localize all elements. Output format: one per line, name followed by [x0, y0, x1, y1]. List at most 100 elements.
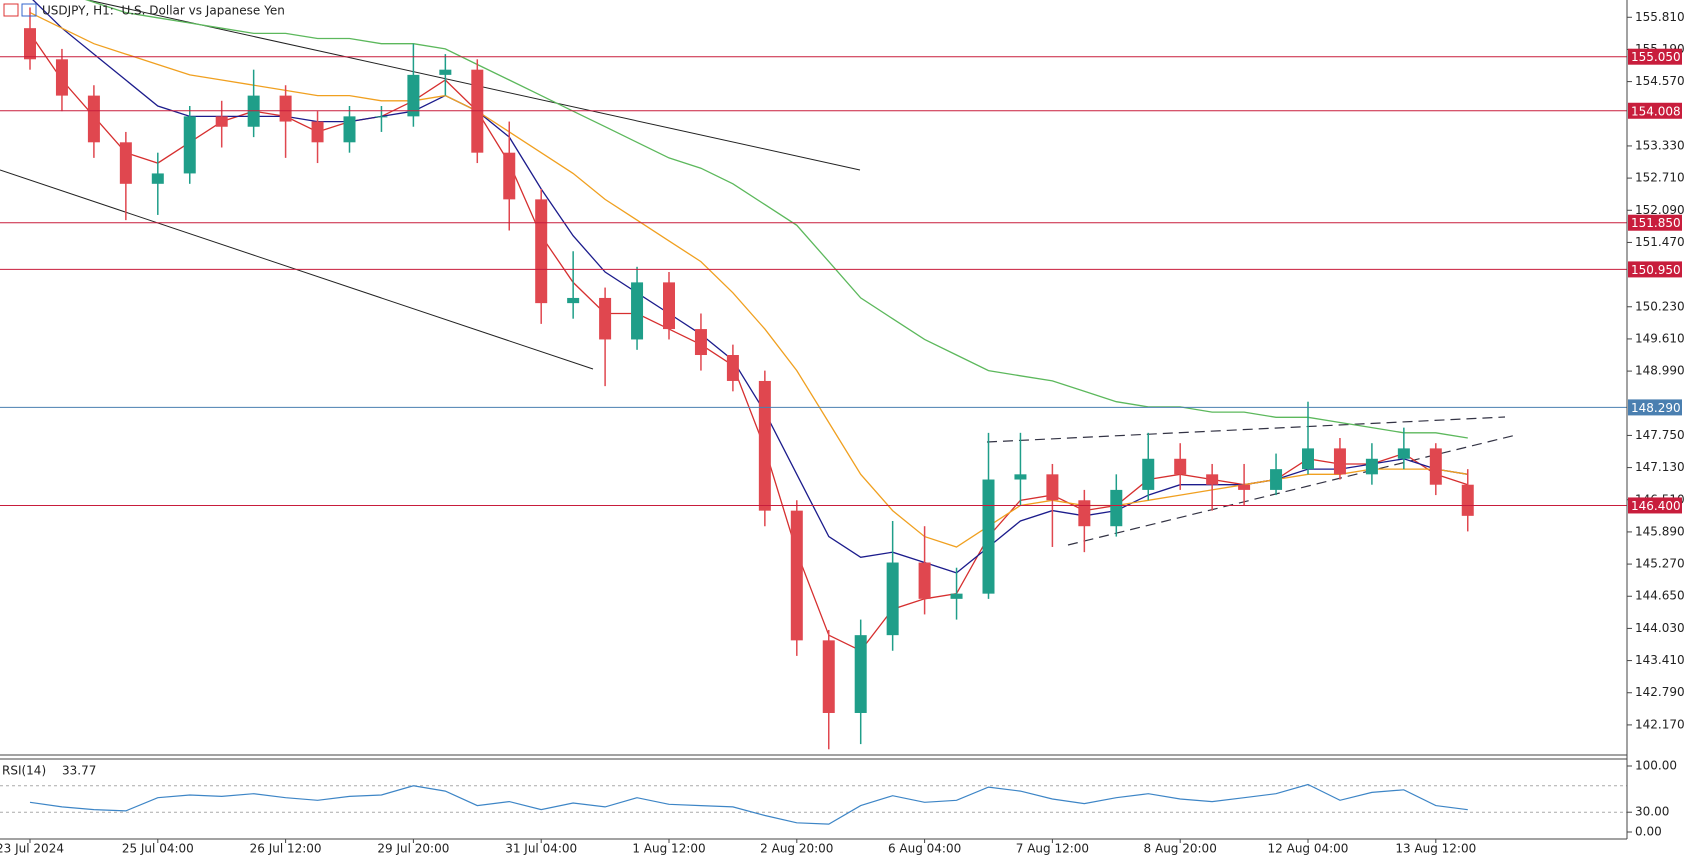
candle-body	[631, 282, 644, 340]
candle-body	[918, 562, 931, 599]
candle-body	[790, 510, 803, 641]
rsi-line	[29, 783, 1468, 825]
level-label: 155.050	[1631, 50, 1681, 64]
candle-body	[119, 142, 132, 184]
candle-body	[1110, 489, 1123, 527]
x-tick-label: 29 Jul 20:00	[377, 842, 449, 856]
x-tick-label: 8 Aug 20:00	[1144, 842, 1217, 856]
candle-body	[1461, 484, 1474, 516]
x-tick-label: 31 Jul 04:00	[505, 842, 577, 856]
moving-average	[32, 0, 1468, 574]
candle-body	[1174, 458, 1187, 475]
candle-body	[1397, 448, 1410, 459]
y-tick-label: 149.610	[1635, 331, 1685, 345]
candle-body	[24, 28, 36, 60]
candle-body	[854, 635, 867, 713]
candle-body	[886, 562, 899, 636]
candle-body	[375, 116, 388, 118]
chart-title: USDJPY, H1: U.S. Dollar vs Japanese Yen	[42, 4, 285, 18]
moving-average	[84, 0, 1468, 439]
candle-body	[1014, 474, 1027, 480]
y-tick-label: 143.410	[1635, 653, 1685, 667]
candle-body	[567, 297, 580, 304]
y-tick-label: 145.890	[1635, 524, 1685, 538]
x-tick-label: 23 Jul 2024	[0, 842, 64, 856]
y-tick-label: 145.270	[1635, 557, 1685, 571]
level-label: 150.950	[1631, 263, 1681, 277]
level-label-box	[1628, 48, 1682, 65]
y-tick-label: 155.810	[1635, 10, 1685, 24]
candle-body	[343, 116, 356, 143]
moving-average	[29, 33, 1469, 652]
candle-body	[407, 74, 420, 117]
level-label-box	[1628, 214, 1682, 231]
y-tick-label: 147.130	[1635, 460, 1685, 474]
candle-body	[950, 593, 963, 599]
icon	[21, 3, 37, 17]
x-tick-label: 2 Aug 20:00	[760, 842, 833, 856]
y-tick-label: 144.030	[1635, 621, 1685, 635]
candle-body	[1429, 448, 1442, 485]
candle-body	[535, 199, 548, 304]
candle-body	[279, 95, 292, 122]
level-label: 146.400	[1631, 499, 1681, 513]
candle-body	[1365, 458, 1378, 475]
candle-body	[183, 116, 196, 174]
x-tick-label: 13 Aug 12:00	[1395, 842, 1476, 856]
y-tick-label: 152.710	[1635, 171, 1685, 185]
header: USDJPY, H1: U.S. Dollar vs Japanese Yen	[3, 3, 285, 18]
x-tick-label: 25 Jul 04:00	[122, 842, 194, 856]
candle-body	[726, 355, 739, 381]
y-tick-label: 150.230	[1635, 299, 1685, 313]
x-tick-label: 6 Aug 04:00	[888, 842, 961, 856]
candle-body	[822, 640, 835, 713]
y-tick-label: 0.00	[1635, 825, 1662, 839]
moving-average	[29, 12, 1468, 548]
candle-body	[1270, 469, 1283, 490]
axes	[0, 0, 1628, 840]
level-label: 154.008	[1631, 104, 1681, 118]
y-tick-label: 144.650	[1635, 589, 1685, 603]
candle-body	[1206, 474, 1219, 485]
candle-body	[439, 69, 452, 75]
candle-body	[663, 282, 675, 330]
candle-body	[1078, 500, 1091, 527]
y-tick-label: 147.750	[1635, 428, 1685, 442]
candle-body	[1046, 474, 1059, 501]
candle-body	[982, 479, 995, 594]
y-tick-label: 153.330	[1635, 138, 1685, 152]
rsi-value: 33.77	[62, 764, 96, 778]
level-label: 151.850	[1631, 216, 1681, 230]
rsi-panel	[0, 783, 1627, 825]
level-label-box	[1628, 497, 1682, 514]
price-panel	[0, 0, 1627, 750]
rsi-title: RSI(14)	[2, 764, 46, 778]
level-label-box	[1628, 261, 1682, 278]
candle-body	[151, 173, 164, 184]
candle-body	[1142, 458, 1155, 490]
x-tick-label: 26 Jul 12:00	[250, 842, 322, 856]
level-label-box	[1628, 102, 1682, 119]
candle-body	[503, 152, 516, 200]
candle-body	[55, 59, 68, 96]
candle-body	[215, 116, 228, 127]
y-tick-label: 154.570	[1635, 74, 1685, 88]
x-tick-label: 1 Aug 12:00	[632, 842, 705, 856]
y-tick-label: 30.00	[1635, 805, 1669, 819]
y-tick-label: 100.00	[1635, 758, 1677, 772]
wedge-line	[986, 416, 1506, 443]
icon	[3, 3, 19, 17]
x-tick-label: 12 Aug 04:00	[1268, 842, 1349, 856]
candle-body	[758, 380, 771, 511]
candle-body	[1302, 448, 1314, 470]
candle-body	[311, 121, 324, 143]
candle-body	[599, 297, 612, 340]
y-tick-label: 142.790	[1635, 685, 1685, 699]
y-tick-label: 152.090	[1635, 203, 1685, 217]
y-tick-label: 142.170	[1635, 717, 1685, 731]
candle-body	[1238, 484, 1251, 490]
x-tick-label: 7 Aug 12:00	[1016, 842, 1089, 856]
y-tick-label: 148.990	[1635, 364, 1685, 378]
candle-body	[1333, 448, 1346, 475]
